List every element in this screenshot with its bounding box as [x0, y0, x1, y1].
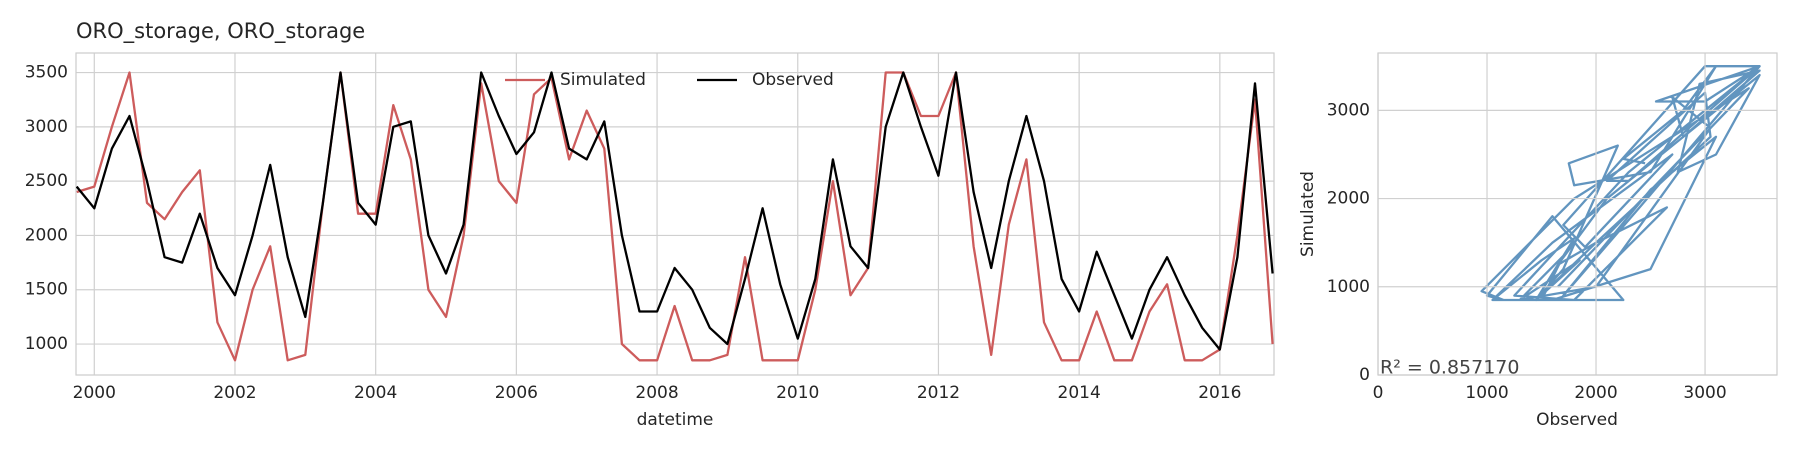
y-tick-label: 1000 [1327, 277, 1370, 297]
annotation: R² = 0.857170 [1380, 357, 1519, 379]
x-tick-label: 1000 [1465, 383, 1508, 403]
y-tick-label: 2500 [25, 171, 68, 191]
y-tick-label: 3000 [1327, 100, 1370, 120]
x-tick-label: 2000 [1574, 383, 1617, 403]
y-tick-label: 2000 [25, 225, 68, 245]
plot-frame [75, 52, 1275, 376]
data-line [76, 71, 1274, 351]
legend-label: Simulated [560, 70, 646, 90]
x-tick-label: 2008 [635, 383, 678, 403]
y-tick-label: 2000 [1327, 189, 1370, 209]
x-tick-label: 2012 [917, 383, 960, 403]
x-tick-label: 2004 [354, 383, 397, 403]
legend-label: Observed [752, 70, 834, 90]
plot-frame [1377, 52, 1778, 376]
x-axis-label: datetime [637, 410, 714, 430]
x-tick-label: 2002 [213, 383, 256, 403]
x-axis-label: Observed [1536, 410, 1618, 430]
scatter-trace [1480, 65, 1761, 302]
y-axis-label: Simulated [1298, 171, 1318, 257]
y-tick-label: 3500 [25, 63, 68, 83]
data-line [76, 71, 1274, 362]
y-tick-label: 0 [1359, 365, 1370, 385]
y-tick-label: 1000 [25, 334, 68, 354]
x-tick-label: 2016 [1198, 383, 1241, 403]
y-tick-label: 3000 [25, 117, 68, 137]
x-tick-label: 2010 [776, 383, 819, 403]
x-tick-label: 2014 [1058, 383, 1101, 403]
x-tick-label: 0 [1373, 383, 1384, 403]
y-tick-label: 1500 [25, 280, 68, 300]
x-tick-label: 3000 [1683, 383, 1726, 403]
x-tick-label: 2000 [73, 383, 116, 403]
x-tick-label: 2006 [495, 383, 538, 403]
chart-title: ORO_storage, ORO_storage [76, 19, 365, 44]
